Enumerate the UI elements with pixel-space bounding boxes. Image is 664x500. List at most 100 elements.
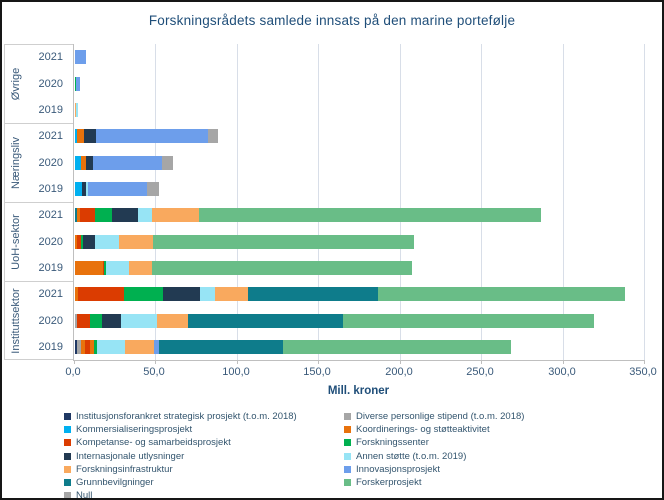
y-axis-group-separator — [4, 202, 73, 203]
bar — [75, 155, 174, 170]
bar-segment — [247, 287, 378, 302]
bar — [75, 76, 81, 91]
bar — [75, 260, 413, 275]
legend-label: Null — [76, 490, 93, 500]
bar — [75, 313, 594, 328]
x-axis-tickmark — [644, 360, 645, 364]
y-axis-year-label: 2021 — [38, 288, 63, 301]
y-axis-year-label: 2021 — [38, 209, 63, 222]
bar-segment — [153, 234, 414, 249]
bar-segment — [78, 287, 124, 302]
bar-segment — [124, 339, 154, 354]
y-axis-year-label: 2020 — [38, 77, 63, 90]
bar-segment — [121, 313, 158, 328]
bar-segment — [102, 260, 105, 275]
legend-label: Internasjonale utlysninger — [76, 450, 185, 462]
gridline — [481, 44, 482, 360]
y-axis-year-label: 2020 — [38, 235, 63, 248]
x-axis-tickmark — [400, 360, 401, 364]
bar — [75, 50, 87, 65]
bar-segment — [75, 313, 78, 328]
legend-swatch-icon — [64, 452, 71, 460]
x-axis-title: Mill. kroner — [327, 385, 390, 397]
legend-item: Internasjonale utlysninger — [64, 450, 297, 463]
legend-swatch-icon — [344, 439, 351, 447]
gridline — [155, 44, 156, 360]
y-axis-group-separator — [4, 359, 73, 360]
bar-segment — [104, 260, 106, 275]
bar-segment — [153, 339, 159, 354]
bar-segment — [123, 287, 163, 302]
legend-column: Institusjonsforankret strategisk prosjek… — [64, 410, 297, 500]
x-axis-tick-label: 0,0 — [65, 366, 81, 378]
bar — [75, 208, 541, 223]
bar-segment — [75, 234, 77, 249]
bar-segment — [80, 155, 87, 170]
bar-segment — [75, 129, 78, 144]
bar-segment — [88, 181, 147, 196]
bar-segment — [158, 339, 283, 354]
y-axis-year-label: 2019 — [38, 261, 63, 274]
bar-segment — [94, 208, 113, 223]
bar-segment — [215, 287, 248, 302]
plot-area — [73, 44, 645, 364]
legend-label: Diverse personlige stipend (t.o.m. 2018) — [356, 411, 525, 422]
legend-item: Annen støtte (t.o.m. 2019) — [344, 450, 524, 463]
bar-segment — [85, 181, 89, 196]
bar-segment — [138, 208, 152, 223]
bar-segment — [96, 339, 125, 354]
legend-swatch-icon — [64, 426, 71, 434]
bar-segment — [92, 155, 163, 170]
bar-segment — [377, 287, 626, 302]
legend-item: Institusjonsforankret strategisk prosjek… — [64, 410, 297, 423]
bar-segment — [75, 102, 76, 117]
bar-segment — [75, 339, 77, 354]
bar-segment — [77, 129, 84, 144]
y-axis-year-label: 2021 — [38, 130, 63, 143]
y-axis-group-separator — [4, 281, 73, 282]
gridline — [400, 44, 401, 360]
y-axis-year-label: 2019 — [38, 340, 63, 353]
legend-label: Kompetanse- og samarbeidsprosjekt — [76, 437, 231, 449]
x-axis-tick-label: 300,0 — [548, 366, 576, 378]
bar-segment — [93, 339, 97, 354]
bar-segment — [84, 339, 90, 354]
y-axis-year-label: 2020 — [38, 156, 63, 169]
x-axis-tickmark — [481, 360, 482, 364]
bar-segment — [80, 339, 85, 354]
legend-label: Koordinerings- og støtteaktivitet — [356, 424, 490, 436]
bar-segment — [90, 313, 102, 328]
bar-segment — [82, 181, 86, 196]
bar-segment — [75, 155, 81, 170]
gridline — [644, 44, 645, 360]
legend-swatch-icon — [344, 465, 351, 473]
legend-item: Koordinerings- og støtteaktivitet — [344, 423, 524, 436]
legend-label: Grunnbevilgninger — [76, 476, 154, 488]
bar-segment — [76, 76, 81, 91]
bar-segment — [94, 234, 119, 249]
bar-segment — [80, 234, 84, 249]
y-axis-label-area: 2021 2020 2019 Øvrige 2021 2020 2019 Næringsliv… — [4, 44, 73, 360]
legend-swatch-icon — [344, 452, 351, 460]
y-axis-year-label: 2021 — [38, 51, 63, 64]
legend-label: Forskerprosjekt — [356, 476, 422, 488]
y-axis-year-label: 2019 — [38, 182, 63, 195]
bar-segment — [83, 129, 97, 144]
bar-segment — [79, 208, 95, 223]
gridline — [318, 44, 319, 360]
bar-segment — [75, 208, 77, 223]
bar-segment — [105, 260, 129, 275]
legend-item: Kompetanse- og samarbeidsprosjekt — [64, 436, 297, 449]
bar-segment — [198, 208, 541, 223]
bar-segment — [86, 155, 93, 170]
bar-segment — [75, 287, 79, 302]
bar-segment — [77, 313, 91, 328]
x-axis-tick-label: 350,0 — [629, 366, 657, 378]
legend-column: Diverse personlige stipend (t.o.m. 2018)… — [344, 410, 524, 489]
x-axis-tick-label: 100,0 — [222, 366, 250, 378]
legend-item: Forskningssenter — [344, 436, 524, 449]
y-axis-group-separator — [4, 44, 73, 45]
x-axis-tickmark — [237, 360, 238, 364]
legend-label: Forskningssenter — [356, 437, 429, 449]
